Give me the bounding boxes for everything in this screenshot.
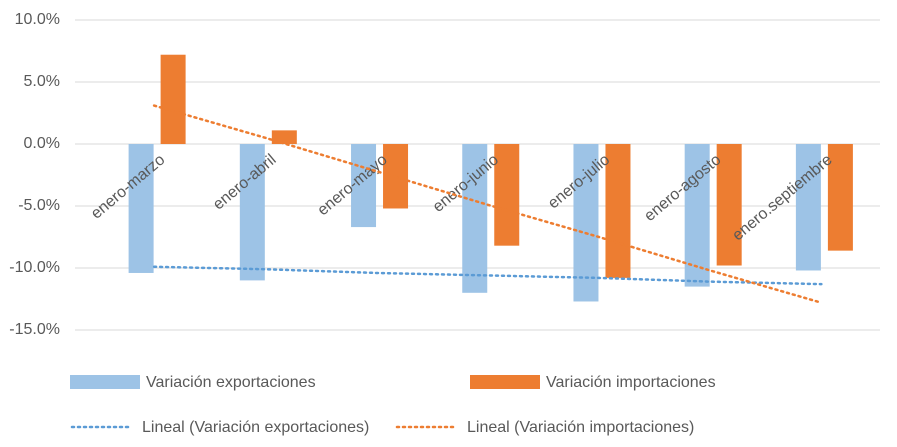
x-tick-label: enero-marzo xyxy=(88,151,168,222)
y-tick-label: 10.0% xyxy=(15,11,60,28)
bar xyxy=(462,144,488,293)
bar xyxy=(716,144,742,266)
legend-label: Variación importaciones xyxy=(546,374,716,391)
bar xyxy=(128,144,154,273)
trendline xyxy=(152,265,823,286)
x-tick-label: enero-agosto xyxy=(641,151,724,225)
bar xyxy=(573,144,599,302)
y-tick-label: -5.0% xyxy=(18,197,60,214)
bar xyxy=(239,144,265,281)
legend-label: Lineal (Variación importaciones) xyxy=(467,419,694,436)
bar xyxy=(684,144,710,287)
legend-label: Variación exportaciones xyxy=(146,374,316,391)
y-tick-label: 5.0% xyxy=(24,73,60,90)
bar xyxy=(494,144,520,246)
bar xyxy=(271,130,297,144)
bar xyxy=(160,54,186,144)
bar xyxy=(795,144,821,271)
legend-swatch xyxy=(470,375,540,389)
bar xyxy=(351,144,377,228)
legend-label: Lineal (Variación exportaciones) xyxy=(142,419,369,436)
y-tick-label: -10.0% xyxy=(9,259,60,276)
legend-swatch xyxy=(70,375,140,389)
bar xyxy=(827,144,853,251)
y-tick-label: -15.0% xyxy=(9,321,60,338)
bar xyxy=(605,144,631,278)
trendline xyxy=(152,104,823,304)
y-tick-label: 0.0% xyxy=(24,135,60,152)
